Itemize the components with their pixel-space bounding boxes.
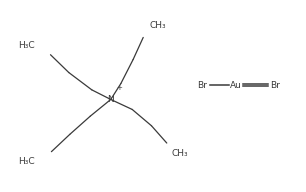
Text: Au: Au (230, 81, 241, 90)
Text: CH₃: CH₃ (149, 22, 166, 30)
Text: Br: Br (197, 81, 207, 90)
Text: +: + (116, 85, 122, 91)
Text: Br: Br (271, 81, 280, 90)
Text: H₃C: H₃C (18, 157, 35, 166)
Text: H₃C: H₃C (18, 41, 35, 50)
Text: CH₃: CH₃ (171, 149, 188, 158)
Text: N: N (107, 95, 114, 104)
